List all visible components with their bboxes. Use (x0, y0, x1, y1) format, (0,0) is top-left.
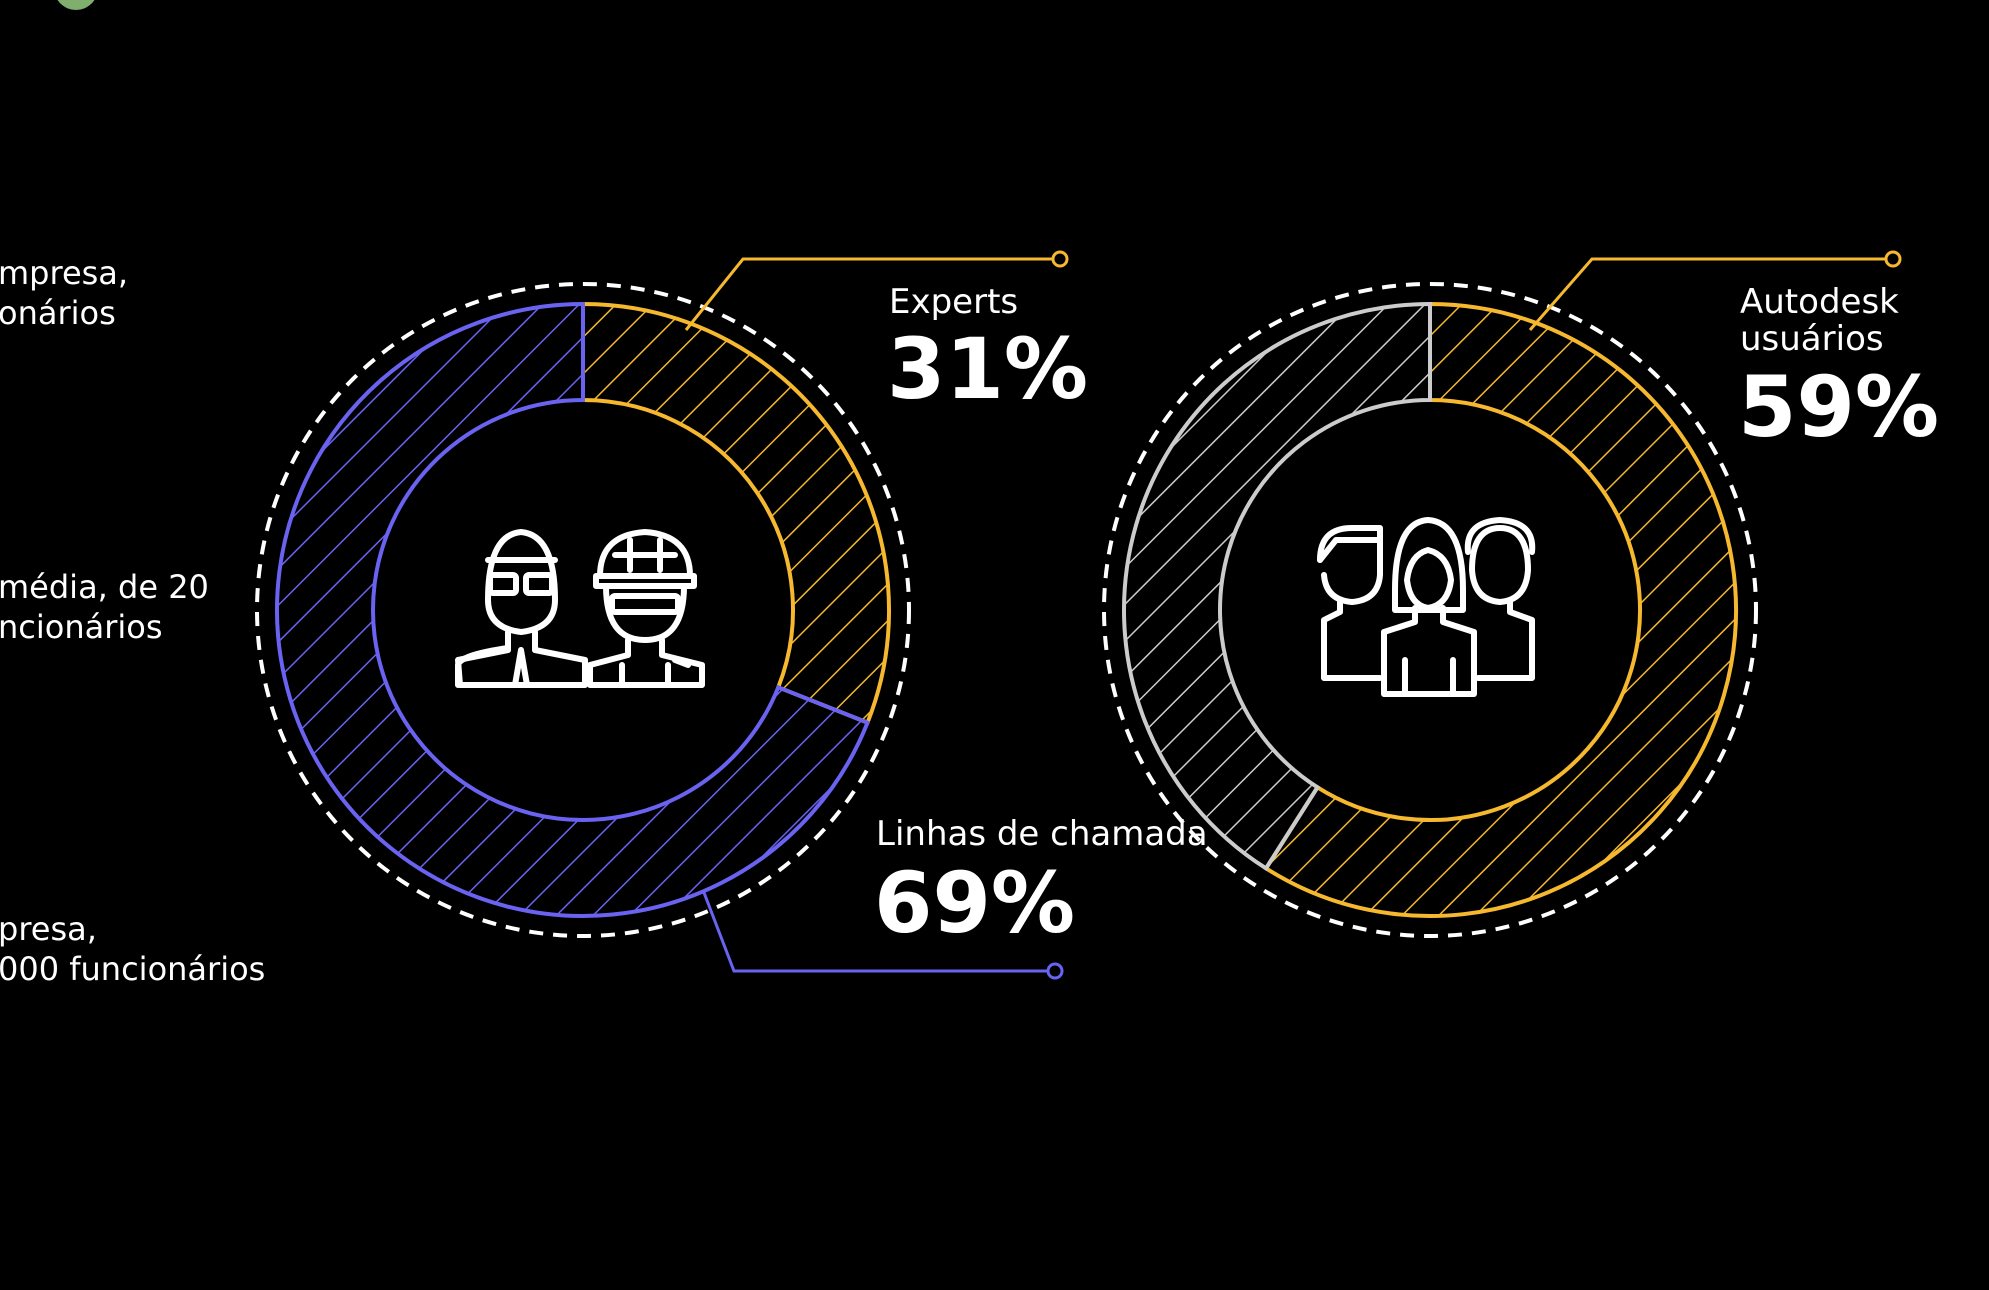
donut1-callout-linhas-dot (1046, 962, 1064, 980)
donut1-value-linhas: 69% (874, 854, 1075, 952)
donut1-label-linhas: Linhas de chamada (876, 814, 1208, 854)
donut1-callout-linhas-line (701, 889, 1055, 973)
donut2-segment-autodesk (1263, 301, 1739, 918)
donut2-dashed-ring (1102, 282, 1758, 938)
donut1-label-experts: Experts (889, 282, 1018, 322)
left-label-2-line2: ncionários (0, 608, 163, 646)
green-dot-decoration (57, 0, 95, 10)
donut-chart-experts: Experts 31% Linhas de chamada 69% (255, 250, 1208, 980)
left-label-2-line1: média, de 20 (0, 568, 209, 606)
donut2-value-autodesk: 59% (1738, 358, 1939, 456)
left-label-3-line1: presa, (0, 910, 97, 948)
donut1-dashed-ring (255, 282, 911, 938)
donut1-callout-experts-line (684, 257, 1060, 331)
left-label-1-line1: mpresa, (0, 254, 128, 292)
left-label-3-line2: 000 funcionários (0, 950, 265, 988)
donut1-callout-experts-dot (1051, 250, 1069, 268)
donut2-label-autodesk-line1: Autodesk (1740, 282, 1899, 322)
donut1-value-experts: 31% (887, 320, 1088, 418)
donut-chart-autodesk: Autodesk usuários 59% (1102, 250, 1939, 938)
donut2-callout-autodesk-line (1528, 257, 1893, 331)
donut2-segment-other (1122, 301, 1432, 872)
donut2-label-autodesk-line2: usuários (1740, 319, 1884, 359)
user-group-icon (1317, 517, 1536, 697)
donut1-segment-linhas (275, 301, 871, 918)
donut1-segment-experts (581, 301, 891, 726)
donut2-callout-autodesk-dot (1884, 250, 1902, 268)
worker-pair-icon (455, 529, 705, 688)
left-label-1-line2: onários (0, 294, 116, 332)
